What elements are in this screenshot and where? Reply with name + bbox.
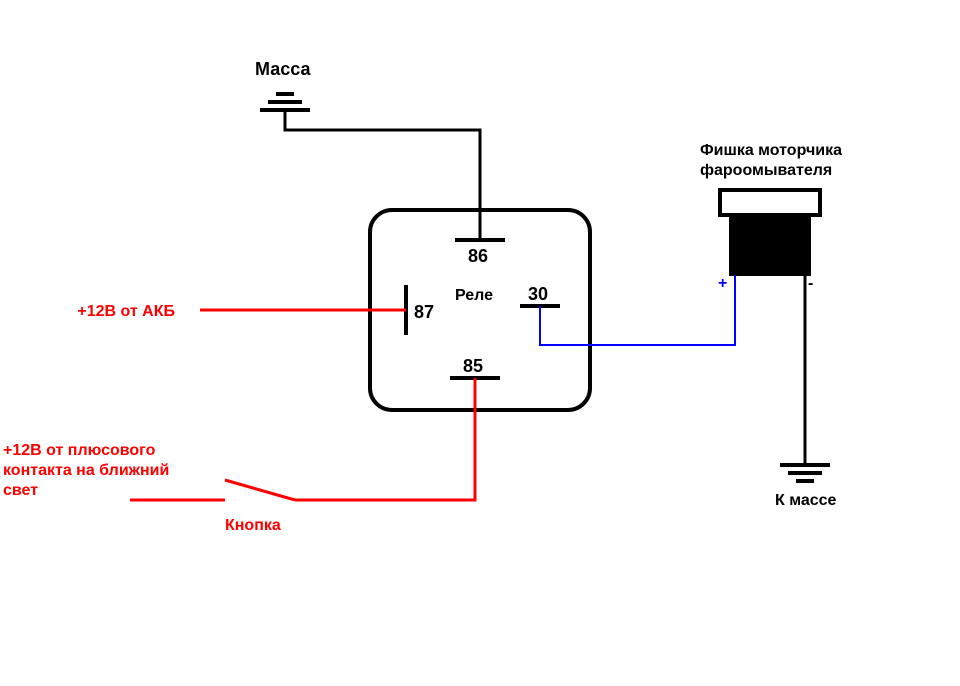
connector-minus: - [808,275,813,292]
ground-bottom-label: К массе [775,492,837,509]
akb-label: +12В от АКБ [77,303,175,320]
switch-source-line3: свет [3,482,38,499]
wire-30-to-connector-plus [540,275,735,345]
wire-85-to-switch [295,378,475,500]
wire-86-to-ground [285,110,480,240]
connector-plus: + [718,275,727,292]
pin-85-label: 85 [463,356,483,376]
switch-arm [225,480,295,500]
pin-30-label: 30 [528,284,548,304]
switch-label: Кнопка [225,517,281,534]
relay-wiring-diagram: Реле 86 87 30 85 Масса +12В от АКБ + - Ф… [0,0,960,686]
switch-source-line1: +12В от плюсового [3,442,156,459]
ground-symbol-top [260,94,310,110]
switch-source-line2: контакта на ближний [3,462,169,479]
connector-label-line1: Фишка моторчика [700,142,842,159]
relay-label: Реле [455,287,493,304]
pin-86-label: 86 [468,246,488,266]
connector-label-line2: фароомывателя [700,162,832,179]
ground-top-label: Масса [255,59,311,79]
ground-symbol-bottom [780,465,830,481]
pin-87-label: 87 [414,302,434,322]
